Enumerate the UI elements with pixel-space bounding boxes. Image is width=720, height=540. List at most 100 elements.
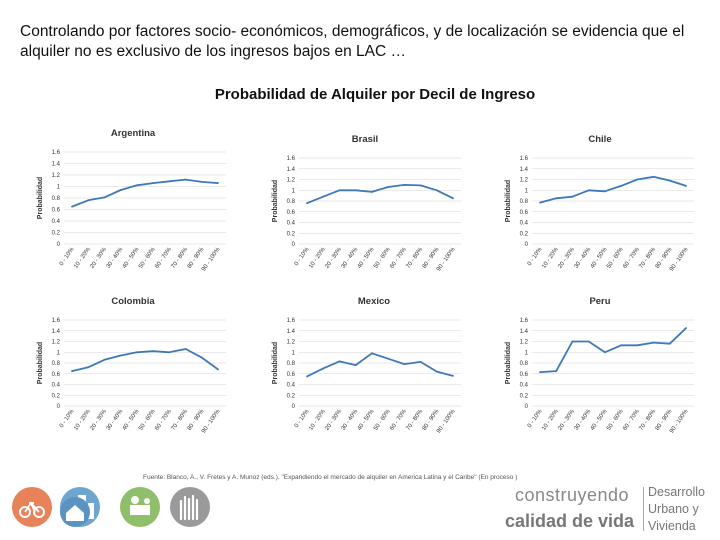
- data-point: [652, 175, 655, 178]
- house-icon: [60, 497, 90, 527]
- chart-chile: Chile 0 0.2 0.4 0.6 0.8 1 1.2 1.4 1.6 Probabilidad…: [505, 134, 694, 273]
- y-tick-label: 1: [525, 188, 529, 194]
- data-point: [539, 201, 541, 204]
- data-point: [354, 364, 357, 367]
- y-axis-label: Probabilidad: [37, 177, 44, 219]
- y-tick-label: 0.2: [52, 393, 61, 399]
- data-point: [668, 179, 671, 182]
- x-tick-label: 0 - 10%: [59, 408, 76, 429]
- data-point: [636, 344, 639, 347]
- y-tick-label: 1: [57, 185, 61, 191]
- data-point: [306, 202, 308, 205]
- y-tick-label: 1: [292, 188, 296, 194]
- landscape-icon: [120, 487, 160, 527]
- y-axis-label: Probabilidad: [37, 342, 44, 384]
- slide-subtitle: Probabilidad de Alquiler por Decil de In…: [214, 86, 536, 103]
- data-point: [184, 348, 187, 350]
- y-tick-label: 0.2: [520, 393, 529, 399]
- series-line: [539, 327, 687, 373]
- data-point: [620, 185, 623, 187]
- y-tick-label: 0.4: [520, 221, 529, 227]
- data-point: [338, 189, 341, 192]
- brand-line-1: construyendo: [515, 485, 630, 505]
- brand-side-3: Vivienda: [648, 519, 696, 533]
- x-tick-label: 0 - 10%: [294, 246, 311, 267]
- y-tick-label: 0.8: [520, 361, 529, 367]
- chart-argentina: Argentina 0 0.2 0.4 0.6 0.8 1 1.2 1.4 1.6 Probabil…: [37, 128, 226, 273]
- y-axis-label: Probabilidad: [505, 180, 512, 222]
- data-point: [685, 185, 687, 187]
- y-tick-label: 0.8: [287, 199, 296, 205]
- y-tick-label: 1.4: [287, 329, 296, 335]
- data-point: [419, 184, 422, 187]
- series-line: [539, 175, 687, 204]
- brand-side-1: Desarrollo: [648, 485, 705, 499]
- y-tick-label: 0.6: [52, 208, 61, 214]
- y-axis-label: Probabilidad: [272, 342, 279, 384]
- chart-title: Mexico: [358, 296, 390, 307]
- y-tick-label: 1.6: [287, 318, 296, 324]
- brand-line-2: calidad de vida: [505, 511, 635, 531]
- data-point: [571, 340, 574, 343]
- data-point: [119, 189, 122, 191]
- data-point: [119, 354, 122, 357]
- y-axis-label: Probabilidad: [272, 180, 279, 222]
- y-tick-label: 0: [292, 242, 296, 248]
- y-tick-label: 1.4: [287, 167, 296, 173]
- data-point: [168, 351, 171, 354]
- x-tick-label: 0 - 10%: [59, 246, 76, 267]
- data-point: [135, 351, 138, 354]
- series-line: [71, 348, 219, 372]
- y-tick-label: 0.6: [520, 210, 529, 216]
- y-tick-label: 1.2: [52, 173, 61, 179]
- y-tick-label: 0: [525, 404, 529, 410]
- y-tick-label: 1.6: [52, 318, 61, 324]
- y-tick-label: 0.8: [52, 196, 61, 202]
- y-tick-label: 0.4: [287, 221, 296, 227]
- data-point: [370, 190, 373, 193]
- data-point: [587, 340, 590, 343]
- chart-brasil: Brasil 0 0.2 0.4 0.6 0.8 1 1.2 1.4 1.6 Probabilida…: [272, 134, 461, 273]
- data-point: [338, 360, 341, 363]
- y-tick-label: 0.2: [287, 231, 296, 237]
- data-point: [135, 184, 138, 187]
- y-tick-label: 1.2: [520, 178, 529, 184]
- x-tick-label: 0 - 10%: [527, 246, 544, 267]
- data-point: [555, 197, 558, 200]
- x-tick-label: 0 - 10%: [294, 408, 311, 429]
- y-tick-label: 0: [525, 242, 529, 248]
- y-tick-label: 0.6: [287, 210, 296, 216]
- chart-peru: Peru 0 0.2 0.4 0.6 0.8 1 1.2 1.4 1.6 Probabilidad 0…: [505, 296, 694, 435]
- data-point: [387, 186, 390, 188]
- data-point: [419, 361, 422, 363]
- data-point: [587, 189, 590, 192]
- data-point: [370, 352, 373, 355]
- y-tick-label: 0.2: [520, 231, 529, 237]
- chart-title: Argentina: [111, 128, 156, 139]
- y-tick-label: 0.6: [52, 372, 61, 378]
- y-tick-label: 1.4: [52, 162, 61, 168]
- brand-divider: [643, 487, 644, 531]
- data-point: [403, 363, 406, 365]
- brand-side-2: Urbano y: [648, 502, 699, 516]
- data-point: [184, 178, 187, 181]
- data-point: [322, 367, 325, 370]
- data-point: [603, 351, 606, 354]
- data-point: [103, 196, 106, 199]
- data-point: [603, 190, 606, 193]
- series-line: [306, 183, 454, 205]
- y-tick-label: 1.4: [520, 329, 529, 335]
- data-point: [652, 341, 655, 344]
- data-point: [152, 350, 155, 353]
- y-tick-label: 0.4: [52, 383, 61, 389]
- data-point: [555, 370, 558, 372]
- y-tick-label: 1.4: [520, 167, 529, 173]
- data-point: [152, 182, 155, 184]
- chart-colombia: Colombia 0 0.2 0.4 0.6 0.8 1 1.2 1.4 1.6 Probabili…: [37, 296, 226, 435]
- y-tick-label: 0.2: [287, 393, 296, 399]
- data-point: [103, 358, 106, 361]
- data-point: [571, 195, 574, 198]
- data-point: [668, 342, 671, 345]
- y-tick-label: 1.6: [287, 156, 296, 162]
- y-tick-label: 1.4: [52, 329, 61, 335]
